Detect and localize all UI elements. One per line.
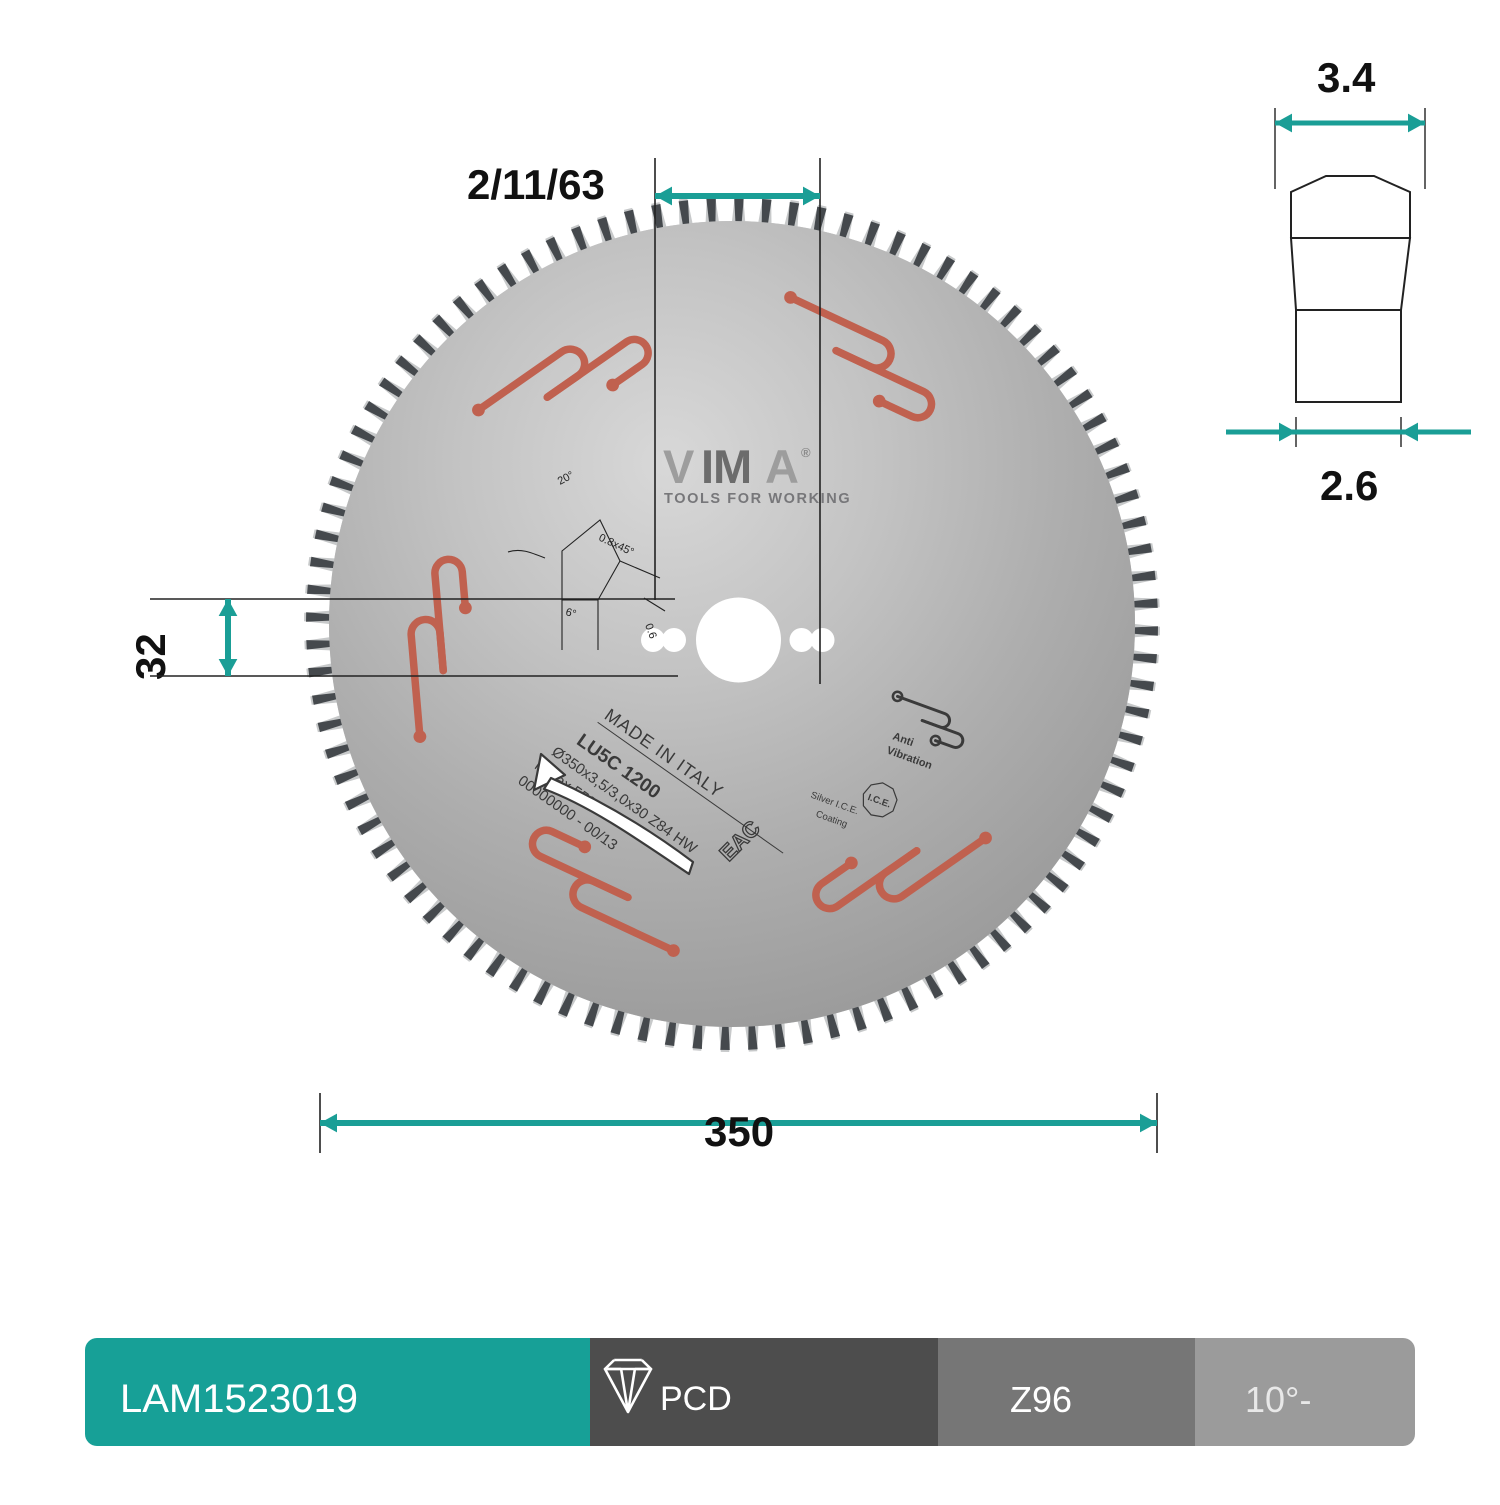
svg-text:3.4: 3.4: [1317, 54, 1376, 101]
svg-text:32: 32: [127, 633, 174, 680]
svg-text:2.6: 2.6: [1320, 462, 1378, 509]
svg-text:20°: 20°: [556, 469, 576, 487]
svg-text:Z96: Z96: [1010, 1379, 1072, 1420]
svg-text:350: 350: [704, 1108, 774, 1155]
svg-text:LAM1523019: LAM1523019: [120, 1377, 358, 1421]
svg-text:0.6: 0.6: [642, 622, 659, 640]
svg-text:PCD: PCD: [660, 1380, 732, 1418]
svg-text:6°: 6°: [564, 606, 577, 620]
svg-text:2/11/63: 2/11/63: [467, 161, 605, 208]
svg-text:10°-: 10°-: [1245, 1379, 1311, 1420]
svg-text:0.8x45°: 0.8x45°: [597, 532, 636, 559]
